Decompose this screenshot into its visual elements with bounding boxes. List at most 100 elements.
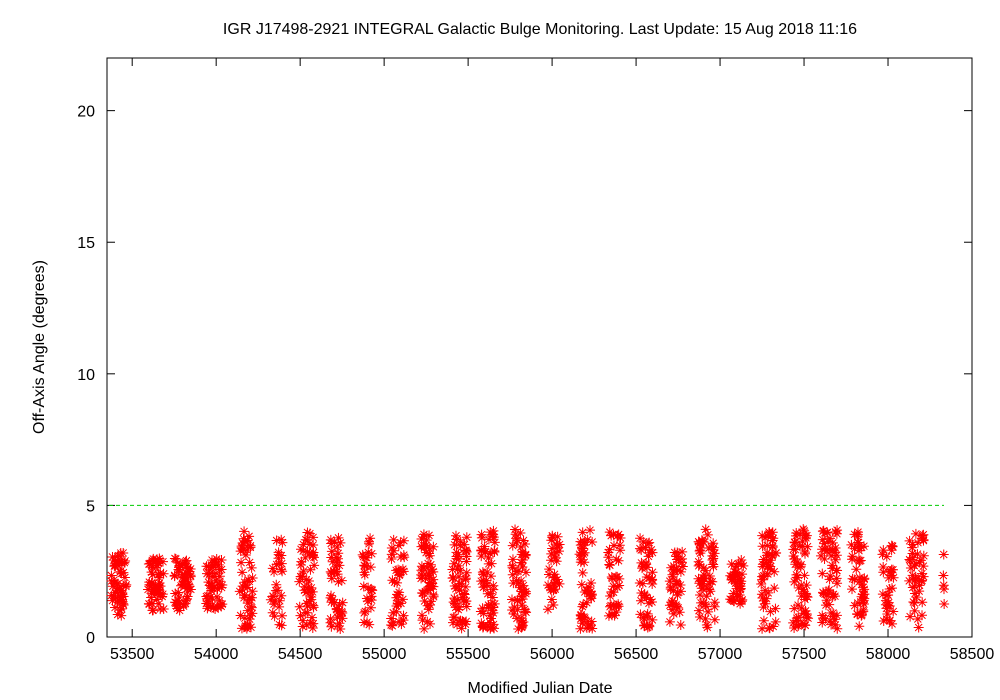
data-point bbox=[905, 611, 916, 622]
data-point bbox=[478, 575, 489, 586]
data-point bbox=[647, 567, 658, 578]
data-point bbox=[664, 616, 675, 627]
data-point bbox=[397, 594, 408, 605]
data-point bbox=[520, 567, 531, 578]
data-point bbox=[756, 589, 767, 600]
plot-frame bbox=[106, 57, 973, 638]
data-point bbox=[487, 605, 498, 616]
data-point bbox=[173, 587, 184, 598]
data-point bbox=[606, 530, 617, 541]
x-tick-label: 55500 bbox=[446, 646, 491, 663]
data-point bbox=[247, 572, 258, 583]
data-point bbox=[788, 550, 799, 561]
data-point bbox=[757, 561, 768, 572]
data-point bbox=[112, 578, 123, 589]
data-point bbox=[149, 556, 160, 567]
data-point bbox=[639, 620, 650, 631]
data-point bbox=[478, 569, 489, 580]
x-tick-label: 58500 bbox=[950, 646, 995, 663]
data-point bbox=[576, 554, 587, 565]
data-point bbox=[422, 562, 433, 573]
data-point bbox=[485, 599, 496, 610]
data-point bbox=[641, 562, 652, 573]
data-point bbox=[119, 572, 130, 583]
data-point bbox=[364, 619, 375, 630]
data-point bbox=[796, 559, 807, 570]
data-point bbox=[635, 609, 646, 620]
data-point bbox=[326, 552, 337, 563]
data-point bbox=[799, 586, 810, 597]
data-point bbox=[793, 621, 804, 632]
data-point bbox=[488, 602, 499, 613]
data-point bbox=[916, 575, 927, 586]
data-point bbox=[515, 527, 526, 538]
data-point bbox=[107, 551, 118, 562]
data-point bbox=[238, 533, 249, 544]
data-point bbox=[759, 571, 770, 582]
data-point bbox=[450, 583, 461, 594]
data-point bbox=[797, 536, 808, 547]
data-point bbox=[671, 601, 682, 612]
data-point bbox=[800, 548, 811, 559]
data-point bbox=[586, 577, 597, 588]
data-point bbox=[517, 594, 528, 605]
data-point bbox=[335, 624, 346, 635]
data-point bbox=[182, 586, 193, 597]
data-point bbox=[671, 599, 682, 610]
data-point bbox=[246, 592, 257, 603]
data-point bbox=[730, 578, 741, 589]
data-point bbox=[242, 535, 253, 546]
data-point bbox=[546, 584, 557, 595]
data-point bbox=[761, 550, 772, 561]
data-point bbox=[604, 544, 615, 555]
data-point bbox=[763, 587, 774, 598]
data-point bbox=[858, 595, 869, 606]
data-point bbox=[419, 596, 430, 607]
data-point bbox=[212, 591, 223, 602]
data-point bbox=[581, 585, 592, 596]
data-point bbox=[760, 598, 771, 609]
data-point bbox=[822, 527, 833, 538]
data-point bbox=[517, 561, 528, 572]
data-point bbox=[853, 555, 864, 566]
data-point bbox=[734, 596, 745, 607]
data-point bbox=[447, 573, 458, 584]
data-point bbox=[708, 553, 719, 564]
data-point bbox=[726, 574, 737, 585]
data-point bbox=[246, 601, 257, 612]
data-point bbox=[736, 576, 747, 587]
data-point bbox=[904, 575, 915, 586]
data-point bbox=[398, 615, 409, 626]
data-point bbox=[578, 543, 589, 554]
data-point bbox=[365, 533, 376, 544]
data-point bbox=[455, 615, 466, 626]
data-point bbox=[423, 568, 434, 579]
data-point bbox=[489, 537, 500, 548]
data-point bbox=[707, 576, 718, 587]
data-point bbox=[918, 561, 929, 572]
data-point bbox=[828, 611, 839, 622]
data-point bbox=[795, 529, 806, 540]
data-point bbox=[577, 618, 588, 629]
data-point bbox=[917, 597, 928, 608]
data-point bbox=[828, 607, 839, 618]
data-point bbox=[909, 605, 920, 616]
data-point bbox=[803, 613, 814, 624]
data-point bbox=[637, 578, 648, 589]
data-point bbox=[242, 621, 253, 632]
data-point bbox=[672, 547, 683, 558]
data-point bbox=[358, 581, 369, 592]
data-point bbox=[858, 541, 869, 552]
data-point bbox=[608, 587, 619, 598]
data-point bbox=[675, 580, 686, 591]
x-tick-label: 55000 bbox=[362, 646, 407, 663]
data-point bbox=[202, 590, 213, 601]
data-point bbox=[918, 571, 929, 582]
data-point bbox=[641, 592, 652, 603]
data-point bbox=[331, 566, 342, 577]
data-point bbox=[213, 559, 224, 570]
data-point bbox=[609, 610, 620, 621]
y-axis: 0 5 10 15 20 bbox=[77, 104, 972, 647]
data-point bbox=[480, 546, 491, 557]
data-point bbox=[239, 526, 250, 537]
